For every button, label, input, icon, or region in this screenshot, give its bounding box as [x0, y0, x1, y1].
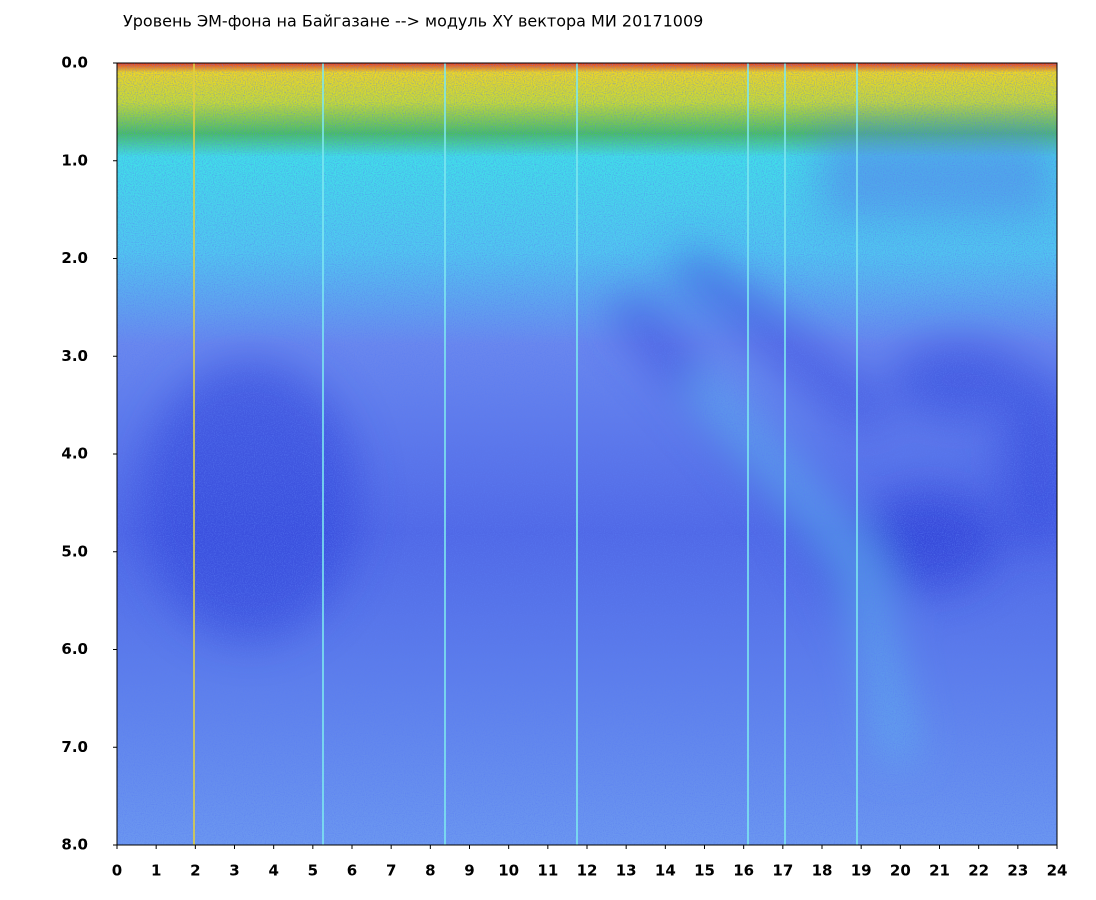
x-tick-label: 2	[190, 862, 200, 880]
x-tick-label: 18	[812, 862, 833, 880]
x-tick-label: 9	[464, 862, 474, 880]
x-tick-label: 6	[347, 862, 357, 880]
y-tick-label: 1.0	[61, 151, 88, 169]
x-tick-label: 14	[655, 862, 676, 880]
x-tick-label: 15	[694, 862, 715, 880]
x-tick-label: 5	[308, 862, 318, 880]
y-tick-label: 2.0	[61, 249, 88, 267]
y-tick-label: 3.0	[61, 347, 88, 365]
x-tick-label: 24	[1047, 862, 1068, 880]
x-tick-label: 23	[1007, 862, 1028, 880]
heatmap-field	[117, 63, 1057, 845]
y-tick-label: 6.0	[61, 640, 88, 658]
x-tick-label: 10	[498, 862, 519, 880]
x-tick-label: 16	[733, 862, 754, 880]
x-tick-label: 21	[929, 862, 950, 880]
x-tick-label: 22	[968, 862, 989, 880]
chart-title: Уровень ЭМ-фона на Байгазане --> модуль …	[123, 12, 703, 31]
x-tick-label: 12	[577, 862, 598, 880]
x-tick-label: 3	[229, 862, 239, 880]
x-tick-label: 7	[386, 862, 396, 880]
x-tick-label: 1	[151, 862, 161, 880]
x-tick-label: 4	[268, 862, 278, 880]
x-tick-label: 8	[425, 862, 435, 880]
x-tick-label: 19	[851, 862, 872, 880]
x-tick-label: 13	[616, 862, 637, 880]
y-tick-label: 5.0	[61, 542, 88, 560]
y-tick-label: 8.0	[61, 836, 88, 854]
x-tick-label: 20	[890, 862, 911, 880]
x-tick-label: 11	[537, 862, 558, 880]
y-tick-label: 0.0	[61, 54, 88, 72]
x-tick-label: 17	[772, 862, 793, 880]
x-tick-label: 0	[112, 862, 122, 880]
y-tick-label: 7.0	[61, 738, 88, 756]
y-tick-label: 4.0	[61, 445, 88, 463]
